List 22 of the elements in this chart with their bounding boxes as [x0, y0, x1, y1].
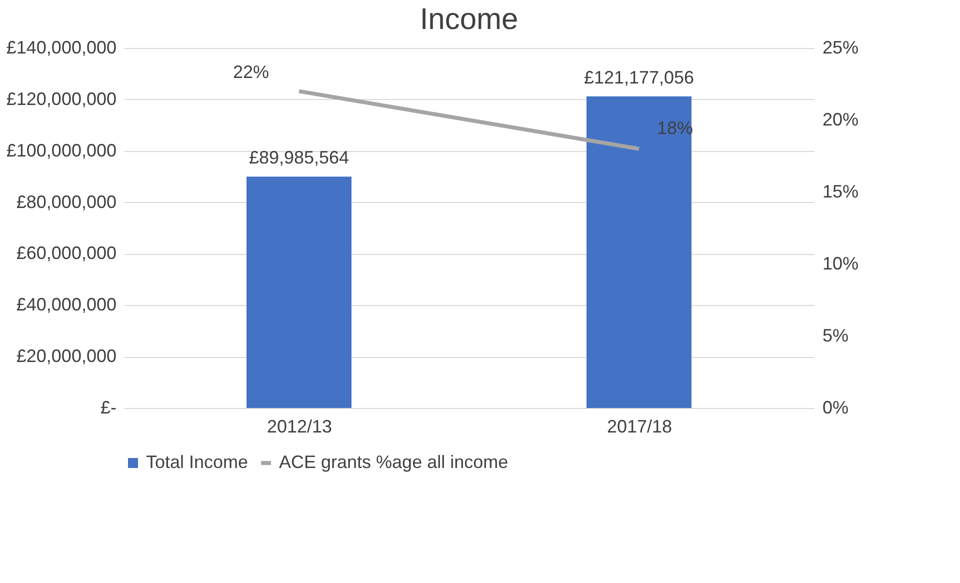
y-tick-label: £140,000,000 — [6, 38, 116, 58]
y2-tick-label: 10% — [822, 254, 859, 274]
chart-title: Income — [420, 3, 518, 36]
y2-tick-label: 25% — [822, 38, 859, 58]
legend-label: Total Income — [146, 452, 248, 472]
y2-tick-label: 20% — [822, 110, 859, 130]
data-label: £89,985,564 — [248, 148, 350, 168]
y2-tick-label: 15% — [822, 182, 859, 202]
data-label: £121,177,056 — [584, 67, 694, 88]
y-tick-label: £40,000,000 — [16, 294, 116, 315]
y-tick-label: £20,000,000 — [16, 346, 116, 366]
x-tick-label: 2012/13 — [266, 416, 332, 436]
x-tick-label: 2017/18 — [606, 416, 672, 436]
legend-label: ACE grants %age all income — [279, 452, 508, 472]
y-tick-label: £- — [100, 398, 116, 418]
y2-tick-label: 0% — [822, 398, 849, 418]
y-tick-label: £100,000,000 — [6, 140, 116, 160]
y-tick-label: £120,000,000 — [6, 88, 116, 109]
y-tick-label: £80,000,000 — [16, 192, 116, 212]
y2-tick-label: 5% — [822, 326, 849, 346]
y-tick-label: £60,000,000 — [16, 243, 116, 264]
data-label: 22% — [232, 62, 270, 82]
